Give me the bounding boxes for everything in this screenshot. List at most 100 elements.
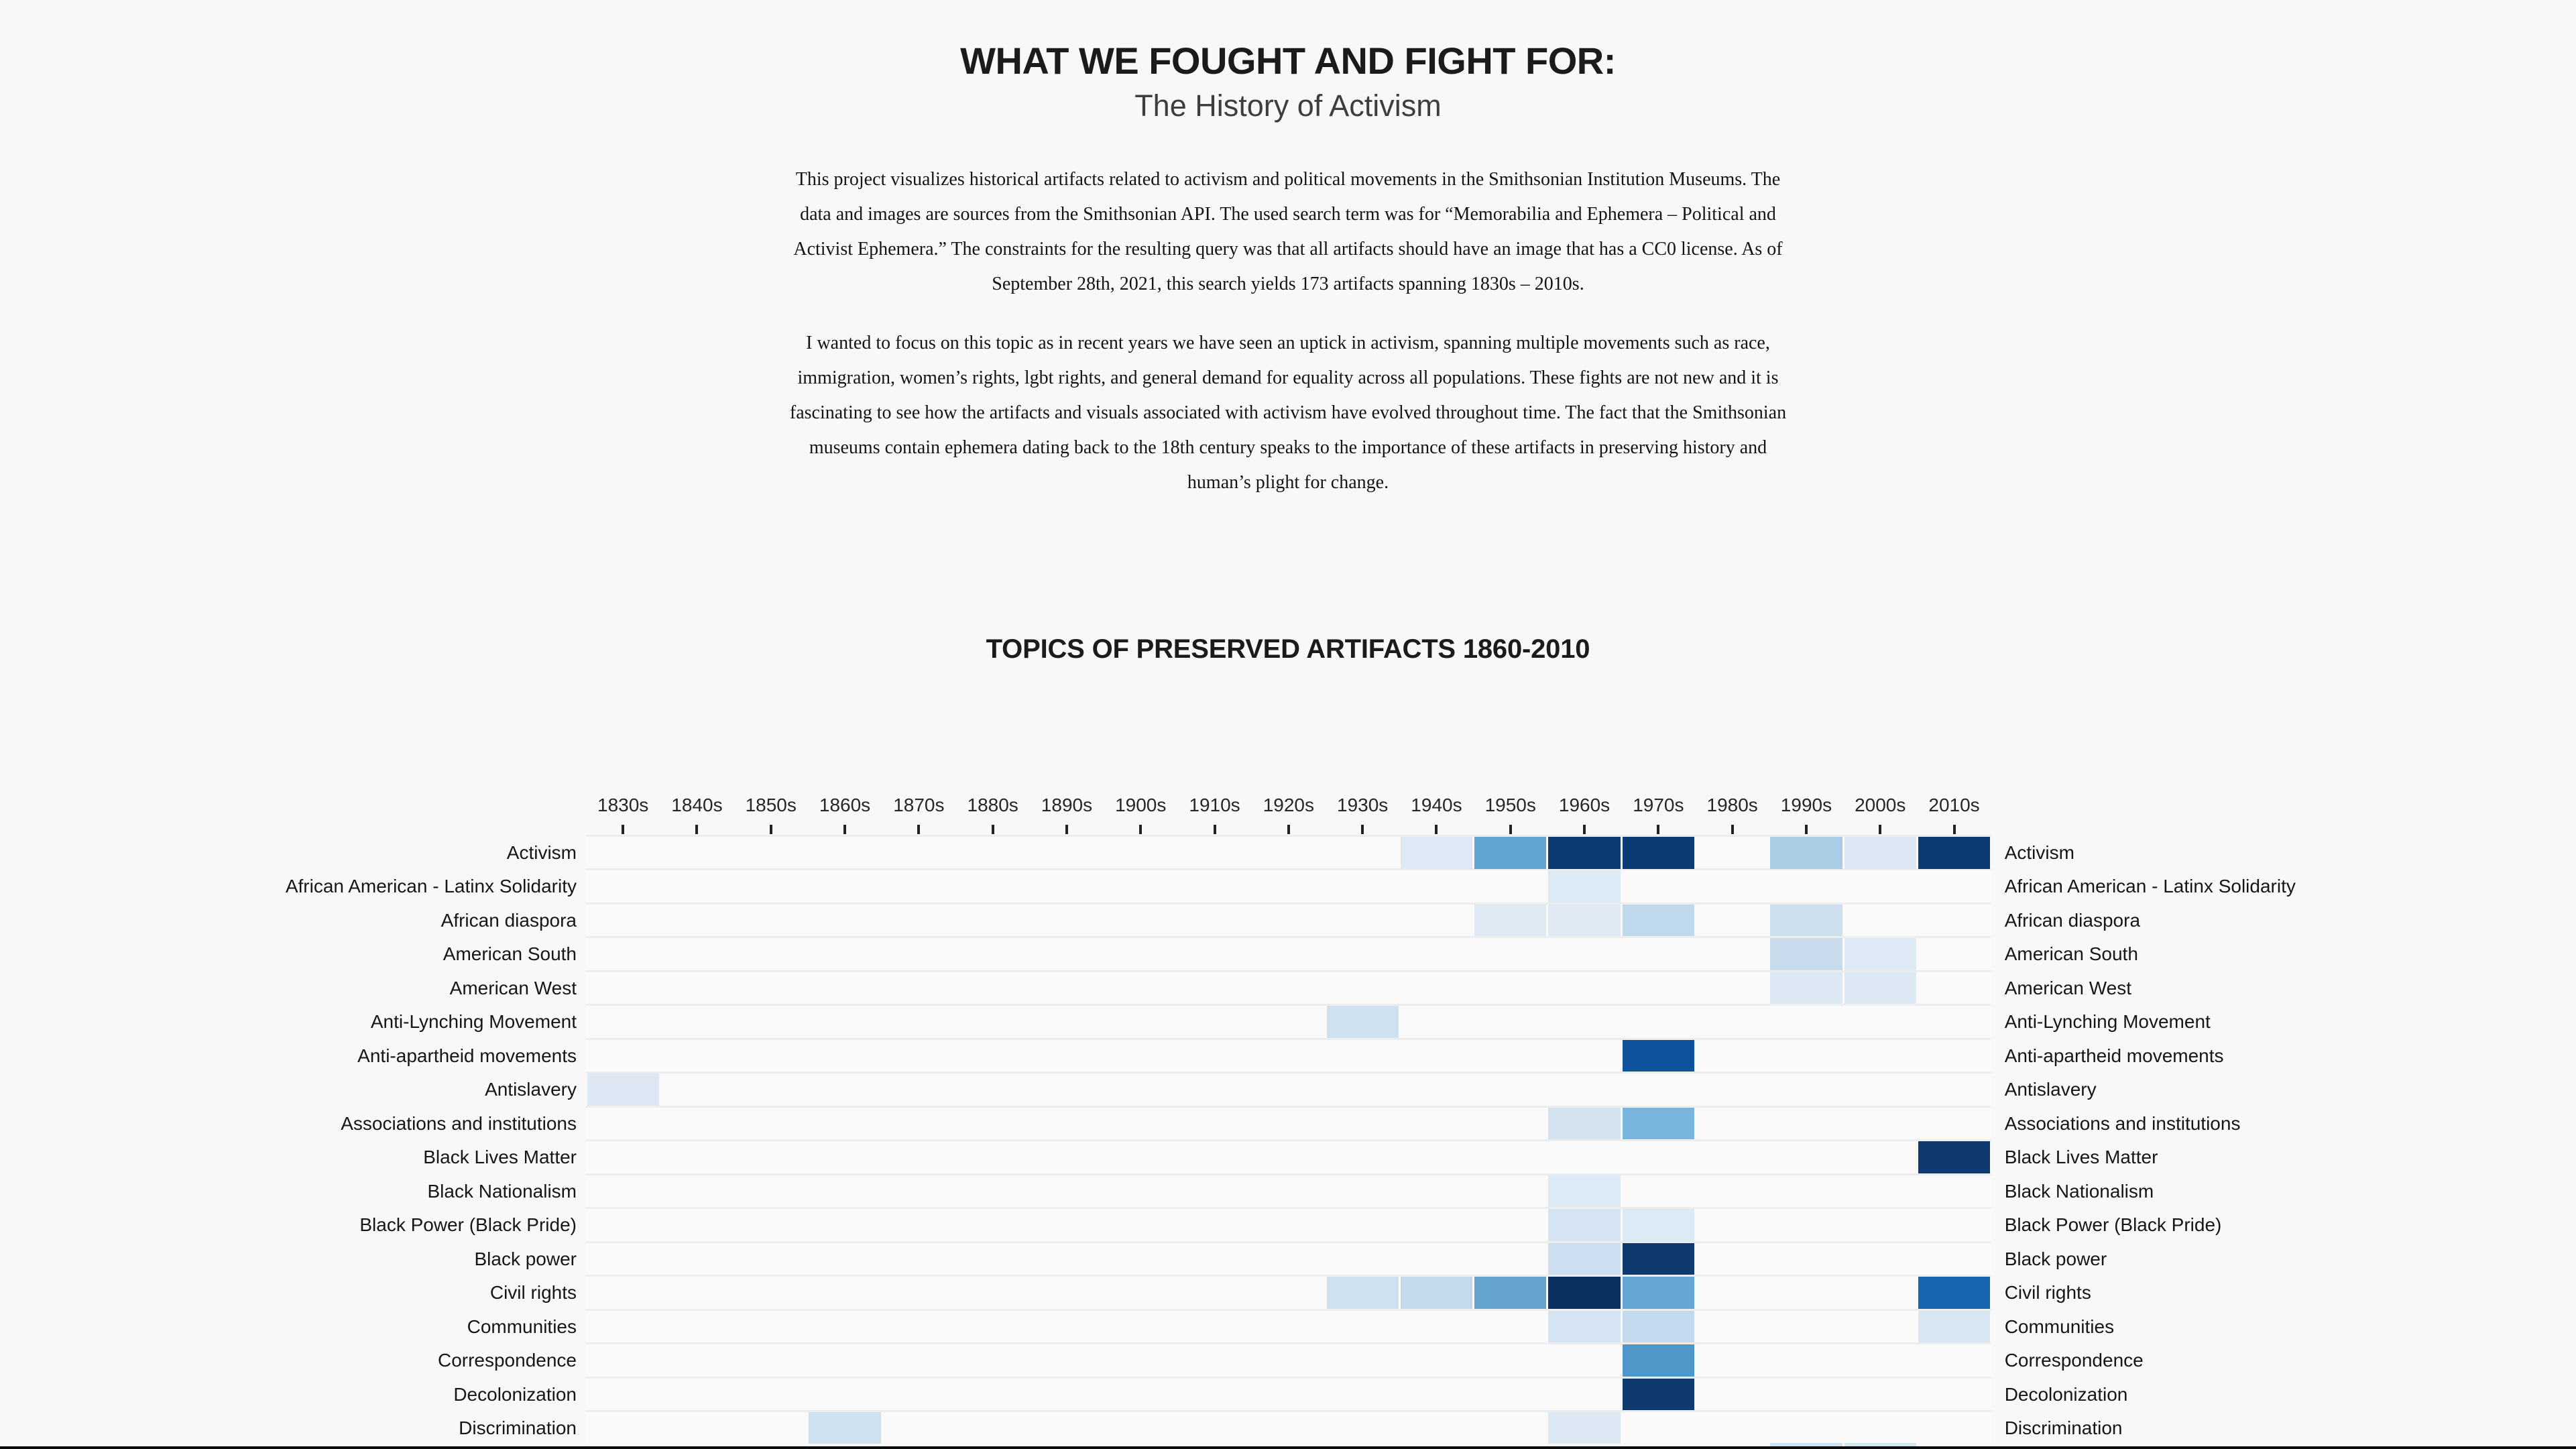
row-separator	[586, 1071, 1991, 1074]
row-label-right: Associations and institutions	[2004, 1112, 2241, 1134]
row-label-left: African American - Latinx Solidarity	[285, 876, 577, 897]
axis-tick	[1509, 825, 1512, 834]
row-separator	[586, 868, 1991, 871]
heatmap-cell-cutoff[interactable]	[1770, 1443, 1842, 1447]
axis-tick	[1139, 825, 1143, 834]
heatmap-cell[interactable]	[1770, 972, 1842, 1004]
row-label-left: Black Power (Black Pride)	[359, 1214, 577, 1236]
decade-label: 1920s	[1263, 795, 1314, 815]
heatmap-row	[586, 1242, 1991, 1275]
heatmap-cell[interactable]	[1400, 837, 1473, 869]
heatmap-cell[interactable]	[1326, 1006, 1399, 1038]
row-label-right: Antislavery	[2004, 1079, 2097, 1100]
heatmap-cell[interactable]	[1474, 1277, 1547, 1309]
heatmap-cell[interactable]	[1770, 904, 1842, 937]
axis-tick	[1731, 825, 1734, 834]
row-separator	[586, 1275, 1991, 1277]
heatmap-cell-cutoff[interactable]	[1844, 1443, 1916, 1447]
heatmap-row	[586, 938, 1991, 970]
heatmap-cell[interactable]	[1622, 1039, 1694, 1072]
heatmap-cell[interactable]	[1548, 870, 1621, 903]
bottom-divider	[0, 1446, 2576, 1449]
heatmap-row	[586, 1310, 1991, 1343]
heatmap-cell[interactable]	[1622, 1277, 1694, 1309]
row-label-left: Decolonization	[453, 1383, 577, 1405]
heatmap-row	[586, 1209, 1991, 1241]
row-label-left: Civil rights	[489, 1282, 577, 1303]
heatmap-cell[interactable]	[1622, 904, 1694, 937]
row-label-left: Antislavery	[485, 1079, 577, 1100]
heatmap-cell[interactable]	[1622, 1378, 1694, 1411]
heatmap-cell[interactable]	[1844, 837, 1916, 869]
axis-tick	[917, 825, 921, 834]
heatmap-cell[interactable]	[1474, 837, 1547, 869]
heatmap-cell[interactable]	[1770, 938, 1842, 970]
decade-label: 1980s	[1706, 795, 1758, 815]
heatmap-cell[interactable]	[1548, 1277, 1621, 1309]
heatmap-cell[interactable]	[1844, 972, 1916, 1004]
row-separator	[586, 1139, 1991, 1142]
row-label-right: Activism	[2004, 842, 2074, 863]
decade-label: 1910s	[1189, 795, 1240, 815]
heatmap-cell[interactable]	[1622, 1242, 1694, 1275]
heatmap-cell[interactable]	[1622, 1209, 1694, 1241]
row-label-left: Anti-Lynching Movement	[370, 1011, 577, 1033]
heatmap-cell[interactable]	[1622, 1344, 1694, 1377]
row-separator	[586, 1004, 1991, 1006]
axis-tick	[1657, 825, 1660, 834]
heatmap-cell[interactable]	[1844, 938, 1916, 970]
heatmap-row	[586, 1006, 1991, 1038]
heatmap-cell[interactable]	[1548, 1107, 1621, 1140]
intro-paragraph-1: This project visualizes historical artif…	[793, 168, 1783, 294]
decade-label: 1930s	[1337, 795, 1389, 815]
heatmap-row	[586, 904, 1991, 937]
decade-label: 1990s	[1780, 795, 1832, 815]
heatmap-row	[586, 1175, 1991, 1208]
heatmap-cell[interactable]	[1548, 1411, 1621, 1444]
row-label-right: American South	[2004, 943, 2138, 965]
heatmap-cell[interactable]	[1918, 1141, 1991, 1173]
heatmap-cell[interactable]	[1548, 904, 1621, 937]
heatmap-cell[interactable]	[587, 1074, 659, 1106]
heatmap-row	[586, 972, 1991, 1004]
heatmap-row	[586, 1378, 1991, 1411]
heatmap-row	[586, 1039, 1991, 1072]
heatmap-cell[interactable]	[1548, 1310, 1621, 1343]
heatmap-cell[interactable]	[1400, 1277, 1473, 1309]
heatmap-row	[586, 870, 1991, 903]
row-label-right: Communities	[2004, 1316, 2115, 1337]
page-subtitle: The History of Activism	[1134, 89, 1442, 123]
heatmap-cell[interactable]	[1918, 837, 1991, 869]
heatmap-cell[interactable]	[1918, 1277, 1991, 1309]
decade-label: 1900s	[1115, 795, 1167, 815]
decade-label: 2000s	[1855, 795, 1906, 815]
heatmap-cell[interactable]	[1770, 837, 1842, 869]
heatmap-cell[interactable]	[1548, 1175, 1621, 1208]
axis-tick	[1804, 825, 1808, 834]
decade-label: 1870s	[893, 795, 945, 815]
heatmap-cell[interactable]	[1918, 1310, 1991, 1343]
heatmap-cell[interactable]	[809, 1411, 881, 1444]
axis-tick	[1879, 825, 1882, 834]
heatmap-cell[interactable]	[1474, 904, 1547, 937]
row-label-left: Black Lives Matter	[423, 1147, 577, 1168]
decade-label: 2010s	[1928, 795, 1980, 815]
row-label-right: Anti-Lynching Movement	[2004, 1011, 2211, 1033]
heatmap-cell[interactable]	[1548, 837, 1621, 869]
axis-tick	[1213, 825, 1216, 834]
heatmap-row	[586, 1411, 1991, 1444]
axis-tick	[1287, 825, 1290, 834]
heatmap-cell[interactable]	[1622, 837, 1694, 869]
row-separator	[586, 936, 1991, 939]
axis-tick	[843, 825, 847, 834]
heatmap-cell[interactable]	[1326, 1277, 1399, 1309]
axis-tick	[1065, 825, 1068, 834]
heatmap-cell[interactable]	[1622, 1310, 1694, 1343]
heatmap-cell[interactable]	[1548, 1242, 1621, 1275]
heatmap-cell[interactable]	[1622, 1107, 1694, 1140]
axis-tick	[1435, 825, 1438, 834]
heatmap-row	[586, 1107, 1991, 1140]
row-label-left: Anti-apartheid movements	[357, 1045, 577, 1066]
heatmap-cell[interactable]	[1548, 1209, 1621, 1241]
